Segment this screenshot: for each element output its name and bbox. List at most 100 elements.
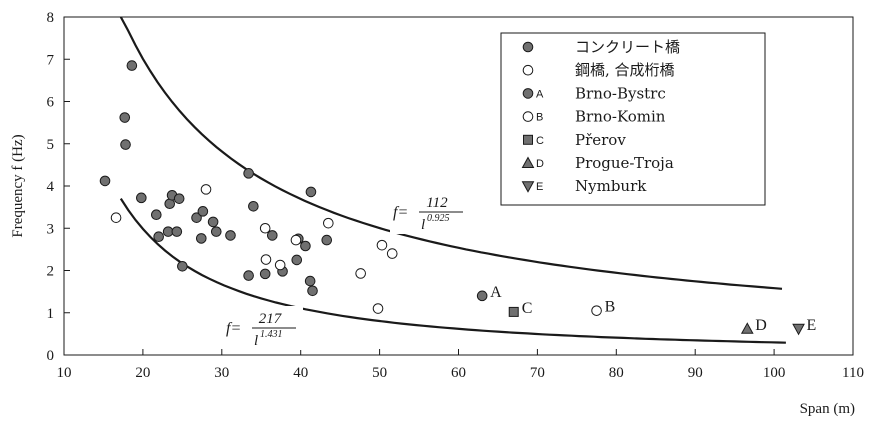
x-tick-label: 50 [372,365,387,381]
equation-numerator: 112 [426,195,448,211]
x-tick-label: 10 [57,365,72,381]
y-axis-title: Frequency f (Hz) [10,134,26,237]
data-point [476,290,488,302]
legend-item: C Přerov [523,131,626,149]
point-label-A: A [490,284,502,301]
equation-exponent: 1.431 [260,329,283,340]
legend-symbol [522,64,534,76]
data-point [126,60,138,71]
legend-tag: C [536,135,544,147]
data-point [173,193,185,204]
y-tick-label: 3 [47,221,55,237]
equation-denominator: l [421,217,425,233]
data-point [323,217,334,229]
x-tick-label: 110 [842,365,864,381]
x-tick-label: 20 [135,365,150,381]
y-tick-label: 8 [47,10,55,26]
legend-label: Brno-Bystrc [575,84,666,102]
legend-tag: E [536,181,543,193]
data-point [200,184,212,195]
legend-symbol [521,156,535,168]
data-point [119,112,131,123]
data-point [376,239,388,251]
legend-symbol [522,41,534,53]
data-point [355,268,366,279]
data-point [291,254,303,266]
data-point [153,231,164,242]
legend-symbol [523,134,533,145]
x-tick-label: 80 [609,365,624,381]
legend-tag: D [536,158,544,170]
data-point [243,168,254,179]
legend-item: A Brno-Bystrc [522,84,666,102]
equation-numerator: 217 [259,311,283,327]
fit-curve-2 [119,198,786,344]
legend-tag: A [536,88,544,100]
x-axis-title: Span (m) [800,401,855,417]
equation-lhs: f= [226,320,241,337]
data-point [259,222,271,234]
legend-item: コンクリート橋 [522,38,680,56]
data-point [99,175,111,187]
legend-label: Přerov [575,131,626,149]
point-label-E: E [807,317,817,334]
point-label-B: B [605,299,616,316]
legend-symbol [522,111,534,122]
axis-ticks: 10 20 30 40 50 60 70 80 90 100 110 0 1 2 3 4 5 6 7 8 [47,10,864,381]
y-tick-label: 2 [47,264,55,280]
legend-box [500,32,766,206]
legend-label: 鋼橋, 合成桁橋 [575,61,675,79]
legend-item: E Nymburk [521,177,647,195]
x-tick-label: 40 [293,365,308,381]
data-point [508,306,519,317]
data-point [304,275,316,287]
y-tick-label: 6 [47,95,55,111]
data-point [191,212,202,223]
data-point [307,285,318,297]
data-point [386,248,398,259]
y-tick-label: 0 [47,348,55,364]
data-point [243,270,254,281]
legend-item: B Brno-Komin [522,108,666,126]
data-point [248,200,259,212]
legend-label: Nymburk [575,177,647,195]
y-tick-label: 4 [47,179,55,195]
data-point [110,212,122,223]
point-labels: A B C D E [490,284,816,334]
legend-item: D Progue-Troja [521,154,674,172]
data-point [740,322,754,334]
equation-exponent: 0.925 [427,213,450,224]
data-points [99,60,805,336]
y-tick-label: 5 [47,137,55,153]
legend-item: 鋼橋, 合成桁橋 [522,61,675,79]
x-tick-label: 90 [688,365,703,381]
legend-symbol [521,181,535,193]
legend-symbol [522,88,534,99]
data-point [259,268,271,280]
legend-label: Progue-Troja [575,154,674,172]
data-point [162,226,174,237]
data-point [197,206,209,217]
fit-curve-1 [119,16,783,290]
x-tick-label: 60 [451,365,466,381]
data-point [120,139,131,150]
data-point [210,226,222,237]
data-point [305,186,317,198]
data-point [171,226,183,237]
x-tick-label: 70 [530,365,545,381]
data-point [195,233,207,244]
fit-curves [119,16,786,344]
y-tick-label: 1 [47,306,55,322]
legend-label: コンクリート橋 [575,38,680,56]
data-point [266,230,278,241]
x-tick-label: 100 [763,365,786,381]
data-point [290,234,302,246]
data-point [207,216,219,228]
data-point [274,259,286,271]
data-point [321,234,333,246]
